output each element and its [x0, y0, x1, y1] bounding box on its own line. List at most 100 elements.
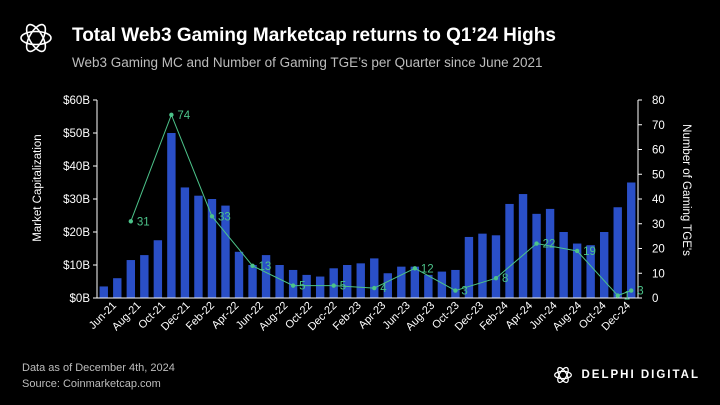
bar [410, 266, 420, 298]
bar [559, 232, 568, 298]
tge-point [372, 285, 377, 291]
brand-logo-icon [20, 23, 52, 53]
bar [586, 245, 595, 298]
tge-point [629, 288, 634, 293]
left-axis-ticks: $0B $10B $20B $30B $40B $50B $60B [63, 95, 90, 305]
bar [329, 268, 338, 298]
right-axis-tick-label: 80 [652, 95, 665, 107]
bar [261, 255, 271, 298]
left-axis-tick-label: $30B [63, 194, 90, 206]
tge-data-label: 19 [583, 246, 596, 258]
right-axis-tick-label: 20 [652, 244, 665, 256]
tge-data-label: 33 [218, 211, 231, 223]
brand-footer: DELPHI DIGITAL [553, 365, 700, 385]
right-axis-tick-label: 40 [652, 194, 665, 206]
chart-subtitle: Web3 Gaming MC and Number of Gaming TGE’… [72, 55, 543, 70]
tge-point [169, 112, 174, 118]
tge-data-label: 8 [502, 273, 508, 285]
bar [437, 271, 447, 298]
tge-point [574, 248, 580, 254]
bar-series [99, 133, 636, 298]
bar [424, 274, 433, 298]
bar [613, 207, 622, 298]
tge-data-label: 31 [137, 216, 150, 228]
tge-data-label: 4 [380, 283, 387, 295]
bar [153, 240, 163, 298]
bar [627, 182, 636, 298]
brand-name: DELPHI DIGITAL [581, 369, 700, 381]
right-axis-tick-label: 30 [652, 219, 665, 231]
bar [194, 195, 203, 298]
left-axis-tick-label: $0B [70, 293, 91, 305]
tge-point [250, 263, 255, 269]
right-axis-ticks: 0 10 20 30 40 50 60 70 80 [652, 95, 665, 305]
tge-point [615, 293, 620, 298]
bar [532, 213, 541, 298]
right-axis-tick-label: 0 [652, 293, 658, 305]
tge-data-label: 5 [340, 281, 346, 293]
bar [464, 236, 474, 298]
tge-data-label: 74 [177, 110, 190, 122]
left-axis-tick-label: $60B [63, 95, 90, 107]
bar [302, 274, 311, 298]
tge-data-label: 22 [543, 239, 556, 251]
bar [572, 243, 582, 298]
bar [207, 199, 217, 298]
bar [356, 263, 365, 298]
tge-data-label: 1 [624, 291, 630, 303]
tge-point [128, 219, 134, 224]
tge-data-label: 12 [421, 263, 434, 275]
tge-data-label: 3 [461, 286, 467, 298]
tge-point [534, 241, 539, 246]
bar [234, 251, 244, 298]
axes [93, 99, 642, 299]
y-axis-left-label: Market Capitalization [32, 134, 44, 241]
bar [383, 273, 392, 298]
bar [140, 255, 149, 298]
bar [113, 278, 122, 298]
bar [126, 260, 136, 298]
tge-line [130, 113, 632, 297]
tge-data-label: 3 [637, 286, 643, 298]
bar [491, 235, 501, 298]
bar [599, 232, 609, 298]
tge-data-label: 13 [259, 261, 272, 273]
bar [275, 265, 284, 298]
tge-point [209, 214, 215, 219]
data-date-note: Data as of December 4th, 2024 [22, 362, 175, 374]
bar [397, 266, 406, 298]
left-axis-tick-label: $20B [63, 227, 90, 239]
tge-point [290, 283, 296, 288]
x-axis-ticks: Jun-21Aug-21Oct-21Dec-21Feb-22Apr-22Jun-… [87, 300, 633, 334]
bar [221, 205, 230, 298]
bar [315, 276, 325, 298]
tge-point [331, 283, 336, 288]
bar [343, 265, 352, 298]
bar [248, 265, 257, 298]
header: Total Web3 Gaming Marketcap returns to Q… [0, 0, 720, 80]
chart-title: Total Web3 Gaming Marketcap returns to Q… [72, 25, 556, 46]
source-note: Source: Coinmarketcap.com [22, 378, 161, 390]
tge-point [493, 276, 499, 281]
tge-data-label: 5 [299, 281, 305, 293]
bar [370, 258, 379, 298]
bar [518, 194, 528, 298]
bar [505, 203, 514, 298]
left-axis-tick-label: $40B [63, 161, 90, 173]
brand-mark-icon [554, 366, 573, 384]
bar [451, 269, 460, 298]
right-axis-tick-label: 60 [652, 145, 665, 157]
y-axis-right-label: Number of Gaming TGE's [680, 124, 692, 256]
bar [99, 286, 108, 298]
tge-point [453, 288, 458, 293]
right-axis-tick-label: 70 [652, 120, 665, 132]
bar [478, 233, 487, 298]
bar [167, 133, 176, 298]
right-axis-tick-label: 50 [652, 169, 665, 181]
left-axis-tick-label: $50B [63, 128, 90, 140]
bar [180, 187, 190, 298]
bar [545, 208, 555, 298]
right-axis-tick-label: 10 [652, 268, 665, 280]
